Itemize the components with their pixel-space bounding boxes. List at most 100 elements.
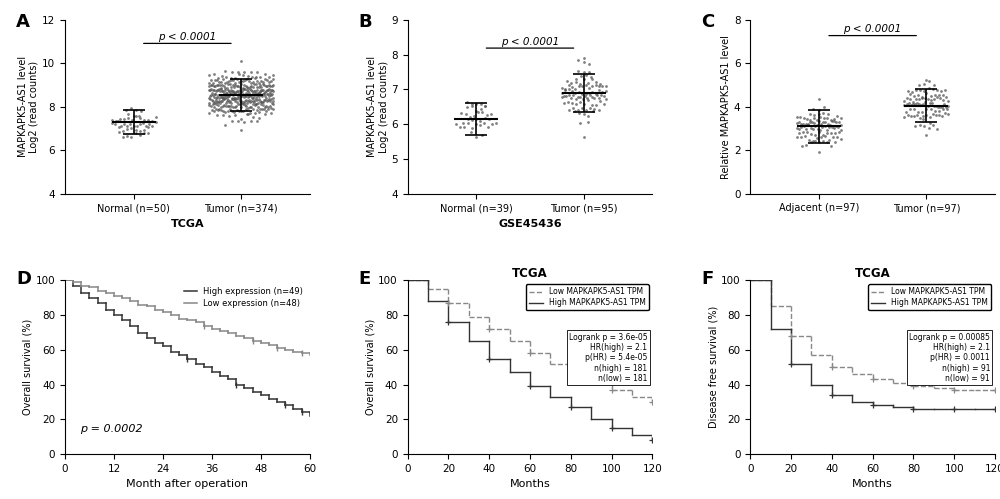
Point bbox=[265, 100, 281, 108]
Point bbox=[260, 96, 276, 104]
Point bbox=[251, 95, 267, 103]
Point bbox=[240, 84, 256, 92]
Point bbox=[220, 96, 236, 104]
Point bbox=[203, 91, 219, 99]
Point bbox=[249, 92, 265, 100]
Point bbox=[259, 76, 275, 84]
Point bbox=[554, 84, 570, 92]
Point bbox=[588, 81, 604, 89]
Point bbox=[820, 110, 836, 118]
Point bbox=[216, 95, 232, 103]
Point bbox=[554, 93, 570, 101]
Point bbox=[809, 134, 825, 142]
Point bbox=[208, 87, 224, 95]
Point bbox=[240, 93, 256, 101]
Point bbox=[906, 112, 922, 120]
Point bbox=[136, 126, 152, 134]
Point bbox=[254, 98, 270, 106]
Point bbox=[211, 94, 227, 102]
Y-axis label: MAPKAPK5-AS1 level
Log2 (read counts): MAPKAPK5-AS1 level Log2 (read counts) bbox=[367, 56, 389, 157]
Point bbox=[257, 88, 273, 96]
Point bbox=[932, 94, 948, 102]
Point bbox=[238, 82, 254, 90]
Point bbox=[245, 100, 261, 108]
Point bbox=[233, 57, 249, 65]
Point bbox=[252, 87, 268, 95]
Point bbox=[238, 89, 254, 97]
Point bbox=[565, 91, 581, 99]
Point bbox=[261, 91, 277, 99]
Point bbox=[227, 94, 243, 102]
Point bbox=[126, 122, 142, 130]
Text: p = 0.0002: p = 0.0002 bbox=[80, 424, 142, 434]
Point bbox=[224, 95, 240, 103]
Point bbox=[247, 109, 263, 117]
Point bbox=[581, 68, 597, 76]
Point bbox=[212, 81, 228, 89]
Point bbox=[122, 120, 138, 128]
Point bbox=[233, 103, 249, 111]
Point bbox=[236, 99, 252, 107]
Point bbox=[815, 137, 831, 145]
Point bbox=[252, 88, 268, 96]
Y-axis label: Disease free survival (%): Disease free survival (%) bbox=[708, 306, 718, 428]
Point bbox=[244, 87, 260, 95]
Point bbox=[906, 92, 922, 100]
Point bbox=[596, 100, 612, 108]
Point bbox=[246, 98, 262, 106]
Point bbox=[256, 81, 272, 89]
Point bbox=[257, 70, 273, 78]
Point bbox=[572, 98, 588, 106]
Point bbox=[213, 97, 229, 105]
Point bbox=[565, 104, 581, 112]
Point bbox=[921, 124, 937, 132]
Point bbox=[215, 87, 231, 95]
Point bbox=[261, 85, 277, 93]
Point bbox=[256, 90, 272, 98]
Point bbox=[829, 112, 845, 120]
Point bbox=[227, 79, 243, 87]
Point bbox=[588, 78, 604, 86]
Point bbox=[208, 105, 224, 113]
Point bbox=[249, 68, 265, 76]
Point bbox=[221, 77, 237, 85]
Point bbox=[598, 82, 614, 90]
Title: TCGA: TCGA bbox=[855, 267, 891, 280]
Point bbox=[237, 101, 253, 109]
Point bbox=[576, 100, 592, 108]
Point bbox=[477, 102, 493, 110]
Point bbox=[821, 136, 837, 144]
Point bbox=[448, 120, 464, 128]
Point bbox=[213, 85, 229, 93]
Text: C: C bbox=[701, 13, 715, 31]
Point bbox=[462, 113, 478, 121]
Point bbox=[237, 92, 253, 100]
Point bbox=[581, 89, 597, 97]
Point bbox=[141, 120, 157, 128]
Point bbox=[466, 112, 482, 120]
Point bbox=[574, 104, 590, 112]
Point bbox=[111, 128, 127, 136]
Point bbox=[222, 97, 238, 105]
Point bbox=[592, 97, 608, 105]
Point bbox=[265, 87, 281, 95]
Point bbox=[206, 70, 222, 78]
Point bbox=[574, 82, 590, 90]
Point bbox=[249, 117, 265, 125]
Point bbox=[215, 107, 231, 115]
Point bbox=[243, 68, 259, 76]
Point bbox=[249, 86, 265, 94]
Point bbox=[926, 102, 942, 110]
Point bbox=[580, 96, 596, 104]
Point bbox=[116, 115, 132, 123]
Point bbox=[816, 114, 832, 122]
Point bbox=[470, 108, 486, 116]
Point bbox=[226, 82, 242, 90]
Point bbox=[229, 81, 245, 89]
Point bbox=[213, 84, 229, 92]
Point bbox=[570, 93, 586, 101]
Point bbox=[898, 108, 914, 116]
Point bbox=[260, 90, 276, 98]
Point bbox=[136, 129, 152, 137]
Point bbox=[249, 95, 265, 103]
